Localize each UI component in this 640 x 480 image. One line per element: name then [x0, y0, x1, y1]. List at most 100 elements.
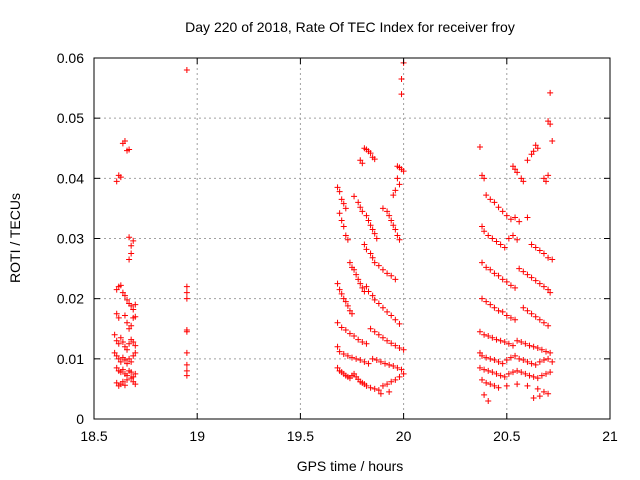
data-point — [476, 328, 483, 335]
data-point — [514, 367, 521, 374]
data-point — [384, 381, 391, 388]
data-point — [132, 313, 139, 320]
data-point — [371, 259, 378, 266]
data-point — [390, 192, 397, 199]
data-point — [483, 298, 490, 305]
data-point — [115, 355, 122, 362]
data-point — [344, 352, 351, 359]
data-point — [392, 276, 399, 283]
data-point — [507, 216, 514, 223]
data-point — [183, 328, 190, 335]
data-point — [398, 91, 405, 98]
data-point — [346, 259, 353, 266]
data-point — [336, 286, 343, 293]
data-point — [493, 336, 500, 343]
data-point — [369, 355, 376, 362]
data-point — [540, 388, 547, 395]
data-point — [388, 217, 395, 224]
data-point — [121, 292, 128, 299]
data-point — [363, 340, 370, 347]
data-point — [483, 379, 490, 386]
data-point — [113, 178, 120, 185]
data-point — [491, 270, 498, 277]
data-point — [334, 343, 341, 350]
data-point — [483, 264, 490, 271]
data-point — [130, 352, 137, 359]
data-point — [128, 250, 135, 257]
data-point — [365, 217, 372, 224]
data-point — [547, 349, 554, 356]
data-point — [522, 370, 529, 377]
data-point — [538, 372, 545, 379]
data-point — [121, 138, 128, 145]
data-point — [373, 235, 380, 242]
data-point — [394, 232, 401, 239]
data-point — [126, 256, 133, 263]
data-point — [392, 226, 399, 233]
data-point — [386, 212, 393, 219]
data-point — [398, 366, 405, 373]
data-point — [545, 286, 552, 293]
data-point — [528, 310, 535, 317]
data-point — [528, 151, 535, 158]
data-point — [540, 357, 547, 364]
data-point — [115, 314, 122, 321]
data-point — [487, 196, 494, 203]
data-point — [334, 184, 341, 191]
data-point — [340, 351, 347, 358]
data-point — [481, 331, 488, 338]
data-point — [121, 312, 128, 319]
data-point — [361, 241, 368, 248]
data-point — [371, 156, 378, 163]
data-point — [113, 379, 120, 386]
data-point — [355, 276, 362, 283]
data-point — [128, 358, 135, 365]
data-point — [532, 313, 539, 320]
data-point — [359, 284, 366, 291]
data-point — [549, 256, 556, 263]
data-point — [183, 295, 190, 302]
data-point — [349, 354, 355, 361]
data-point — [495, 358, 502, 365]
data-point — [132, 349, 139, 356]
data-point — [526, 342, 533, 349]
data-point — [126, 355, 133, 362]
data-point — [119, 366, 126, 373]
data-point — [530, 394, 537, 401]
data-point — [479, 259, 486, 266]
data-point — [342, 298, 349, 305]
data-point — [355, 199, 362, 206]
data-point — [485, 367, 492, 374]
data-point — [509, 342, 516, 349]
data-point — [124, 346, 131, 353]
data-point — [532, 361, 539, 368]
data-point — [507, 314, 514, 321]
data-point — [545, 254, 552, 261]
x-tick-label: 21 — [602, 428, 618, 444]
data-point — [379, 304, 386, 311]
data-point — [336, 348, 343, 355]
data-point — [369, 226, 376, 233]
data-point — [342, 205, 349, 212]
data-point — [507, 354, 514, 361]
data-point — [396, 320, 403, 327]
data-point — [379, 266, 386, 273]
data-point — [349, 310, 355, 317]
data-point — [394, 364, 401, 371]
data-point — [501, 244, 508, 251]
data-point — [132, 381, 139, 388]
data-point — [547, 89, 554, 96]
data-point — [543, 370, 550, 377]
data-point — [183, 67, 190, 74]
data-point — [543, 178, 550, 185]
data-point — [363, 212, 370, 219]
data-point — [495, 204, 502, 211]
y-axis-label: ROTI / TECUs — [7, 193, 23, 283]
data-point — [392, 316, 399, 323]
data-point — [132, 342, 139, 349]
data-point — [497, 337, 504, 344]
data-point — [534, 145, 541, 152]
data-point — [495, 384, 502, 391]
data-point — [183, 289, 190, 296]
data-point — [126, 146, 133, 153]
